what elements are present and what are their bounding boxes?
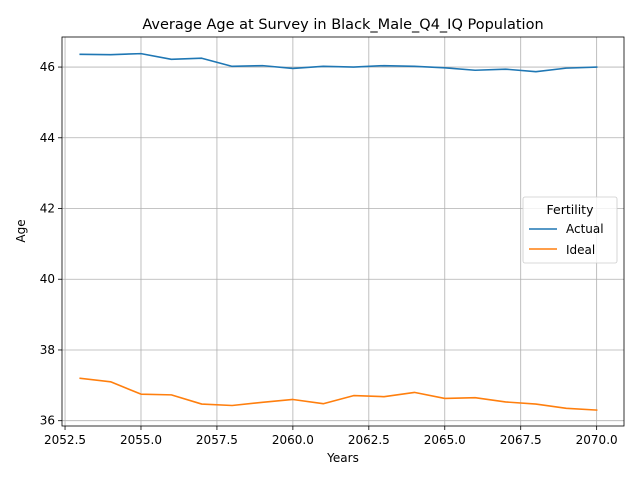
legend: Fertility Actual Ideal: [522, 196, 618, 264]
series-layer: [79, 52, 598, 411]
x-tick-label: 2070.0: [576, 433, 618, 447]
y-tick-label: 38: [40, 343, 55, 357]
y-tick-label: 46: [40, 60, 55, 74]
x-axis: 2052.5 2055.0 2057.5 2060.0 2062.5 2065.0 2067…: [44, 426, 618, 447]
x-tick-label: 2060.0: [272, 433, 314, 447]
y-tick-label: 36: [40, 414, 55, 428]
legend-label-actual: Actual: [566, 222, 604, 236]
y-tick-label: 44: [40, 131, 55, 145]
y-tick-label: 40: [40, 272, 55, 286]
x-tick-label: 2062.5: [348, 433, 390, 447]
chart-title: Average Age at Survey in Black_Male_Q4_I…: [142, 17, 543, 33]
plot-area: [61, 36, 625, 427]
x-tick-label: 2052.5: [44, 433, 86, 447]
legend-label-ideal: Ideal: [566, 243, 595, 257]
y-axis: 36 38 40 42 44 46: [40, 60, 62, 428]
x-tick-label: 2057.5: [196, 433, 238, 447]
series-line-ideal: [79, 377, 598, 411]
series-line-actual: [79, 52, 598, 73]
x-tick-label: 2067.5: [500, 433, 542, 447]
legend-frame: [522, 196, 618, 264]
x-tick-label: 2065.0: [424, 433, 466, 447]
x-axis-label: Years: [326, 451, 359, 465]
legend-title: Fertility: [547, 202, 595, 217]
y-tick-label: 42: [40, 202, 55, 216]
x-tick-label: 2055.0: [120, 433, 162, 447]
y-axis-label: Age: [14, 219, 28, 242]
